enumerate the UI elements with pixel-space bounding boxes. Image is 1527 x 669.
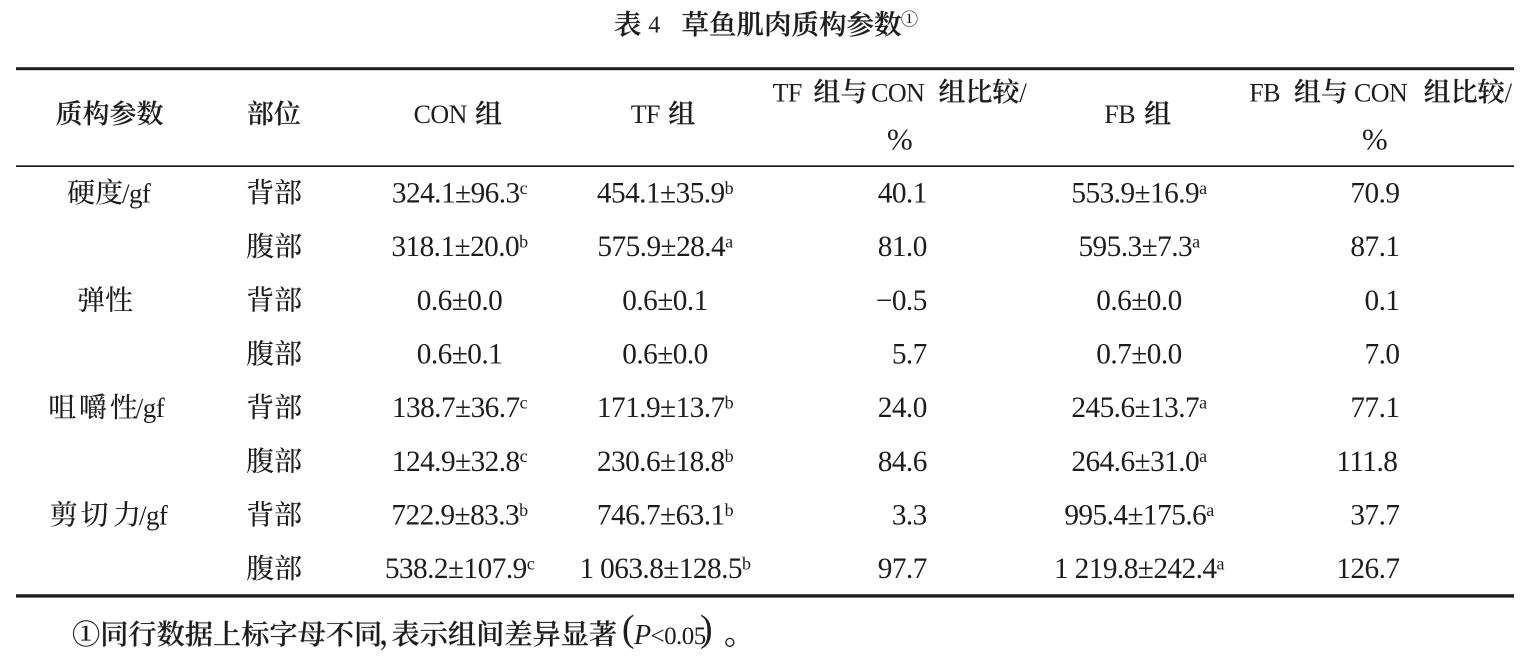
svg-text:CON: CON [1354, 78, 1408, 107]
svg-text:b: b [519, 231, 528, 251]
svg-text:0.7±0.0: 0.7±0.0 [1096, 338, 1181, 370]
svg-text:0.1: 0.1 [1365, 285, 1400, 317]
svg-text:264.6±31.0: 264.6±31.0 [1071, 446, 1199, 478]
svg-text:318.1±20.0: 318.1±20.0 [391, 231, 519, 263]
svg-text:0.6±0.1: 0.6±0.1 [622, 285, 707, 317]
svg-text:24.0: 24.0 [878, 392, 927, 424]
svg-text:a: a [1199, 393, 1207, 413]
svg-text:97.7: 97.7 [878, 553, 927, 585]
svg-text:a: a [1217, 554, 1225, 574]
svg-text:77.1: 77.1 [1350, 392, 1399, 424]
svg-text:a: a [1206, 500, 1214, 520]
svg-text:87.1: 87.1 [1350, 231, 1399, 263]
svg-text:171.9±13.7: 171.9±13.7 [597, 392, 725, 424]
svg-text:a: a [725, 231, 733, 251]
svg-text:595.3±7.3: 595.3±7.3 [1078, 231, 1192, 263]
svg-text:81.0: 81.0 [878, 231, 927, 263]
svg-text:P: P [633, 620, 651, 651]
svg-text:538.2±107.9: 538.2±107.9 [385, 553, 527, 585]
svg-text:b: b [725, 393, 734, 413]
svg-text:TF: TF [773, 78, 802, 107]
svg-text:40.1: 40.1 [878, 177, 927, 209]
svg-text:230.6±18.8: 230.6±18.8 [597, 446, 725, 478]
svg-text:1: 1 [1054, 553, 1068, 585]
svg-text:c: c [527, 554, 535, 574]
svg-text:(: ( [622, 608, 634, 650]
svg-text:0.6±0.0: 0.6±0.0 [622, 338, 707, 370]
svg-text:a: a [1192, 231, 1200, 251]
svg-text:245.6±13.7: 245.6±13.7 [1071, 392, 1199, 424]
svg-text:c: c [520, 393, 528, 413]
svg-text:/gf: /gf [139, 501, 168, 531]
svg-text:454.1±35.9: 454.1±35.9 [597, 177, 725, 209]
svg-text:b: b [725, 178, 734, 198]
svg-text:84.6: 84.6 [878, 446, 927, 478]
svg-text:%: % [887, 122, 912, 157]
svg-text:1: 1 [580, 553, 594, 585]
svg-text:%: % [1362, 122, 1387, 157]
svg-text:219.8±242.4: 219.8±242.4 [1075, 553, 1218, 585]
svg-text:0.6±0.0: 0.6±0.0 [417, 285, 502, 317]
svg-text:c: c [520, 446, 528, 466]
svg-text:/gf: /gf [136, 393, 165, 423]
svg-text:/gf: /gf [122, 178, 151, 208]
svg-text:−0.5: −0.5 [876, 285, 927, 317]
svg-text:0.6±0.0: 0.6±0.0 [1096, 285, 1181, 317]
svg-text:<0.05: <0.05 [651, 623, 706, 650]
svg-text:063.8±128.5: 063.8±128.5 [600, 553, 742, 585]
svg-text:746.7±63.1: 746.7±63.1 [597, 500, 725, 532]
svg-text:b: b [742, 554, 751, 574]
svg-text:4: 4 [648, 13, 660, 39]
svg-text:324.1±96.3: 324.1±96.3 [392, 177, 520, 209]
svg-text:575.9±28.4: 575.9±28.4 [597, 231, 726, 263]
svg-text:722.9±83.3: 722.9±83.3 [391, 500, 519, 532]
svg-text:553.9±16.9: 553.9±16.9 [1071, 177, 1199, 209]
svg-text:70.9: 70.9 [1350, 177, 1399, 209]
svg-text:37.7: 37.7 [1350, 500, 1399, 532]
svg-text:b: b [725, 446, 734, 466]
svg-text:995.4±175.6: 995.4±175.6 [1064, 500, 1206, 532]
svg-text:3.3: 3.3 [892, 500, 927, 532]
svg-text:138.7±36.7: 138.7±36.7 [392, 392, 520, 424]
svg-text:7.0: 7.0 [1365, 338, 1400, 370]
svg-text:/: / [1019, 77, 1027, 107]
svg-text:CON: CON [414, 100, 468, 129]
svg-text:111.8: 111.8 [1336, 446, 1397, 478]
svg-text:TF: TF [631, 100, 660, 129]
svg-text:124.9±32.8: 124.9±32.8 [392, 446, 520, 478]
svg-text:126.7: 126.7 [1336, 553, 1399, 585]
svg-text:a: a [1199, 178, 1207, 198]
svg-text:FB: FB [1249, 78, 1280, 107]
svg-text:CON: CON [871, 78, 925, 107]
svg-text:c: c [520, 178, 528, 198]
svg-text:): ) [700, 608, 712, 650]
svg-text:5.7: 5.7 [892, 338, 927, 370]
svg-text:a: a [1199, 446, 1207, 466]
svg-text:b: b [519, 500, 528, 520]
svg-text:/: / [1505, 77, 1513, 107]
svg-text:0.6±0.1: 0.6±0.1 [417, 338, 502, 370]
svg-text:FB: FB [1104, 100, 1135, 129]
svg-text:b: b [725, 500, 734, 520]
